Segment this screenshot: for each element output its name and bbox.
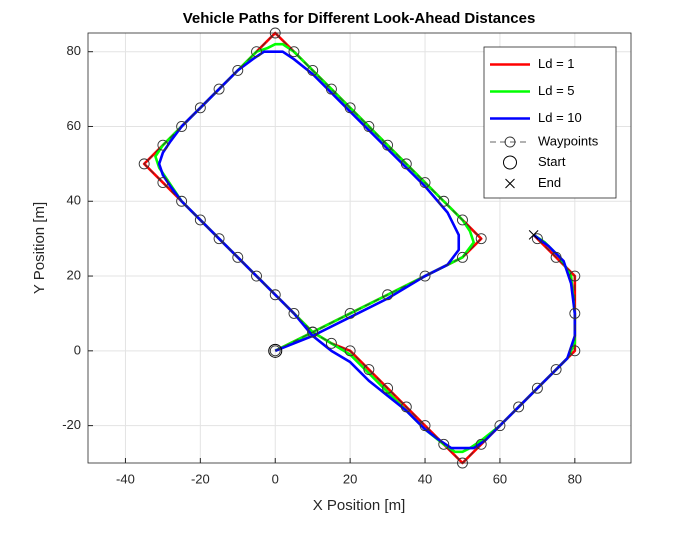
waypoint-marker xyxy=(382,382,394,394)
waypoint-marker xyxy=(325,83,337,95)
waypoint-marker xyxy=(232,251,244,263)
x-tick-label: 40 xyxy=(418,471,432,486)
waypoint-marker xyxy=(550,364,562,375)
x-tick-label: -40 xyxy=(116,471,135,486)
waypoint-marker xyxy=(475,438,487,450)
waypoint-marker xyxy=(400,401,412,413)
waypoint-marker xyxy=(363,121,375,132)
waypoint-marker xyxy=(288,307,300,319)
waypoint-marker xyxy=(307,64,319,76)
y-tick-label: 20 xyxy=(67,267,81,282)
waypoint-marker xyxy=(438,438,450,450)
waypoint-marker xyxy=(251,46,262,58)
waypoint-marker xyxy=(504,136,516,148)
y-tick-label: 80 xyxy=(67,43,81,58)
waypoint-marker xyxy=(457,214,468,226)
axes-box xyxy=(87,32,632,464)
legend-label: Ld = 10 xyxy=(538,110,582,125)
x-tick-label: -20 xyxy=(191,471,210,486)
waypoint-marker xyxy=(438,195,450,207)
waypoint-marker xyxy=(269,289,281,301)
waypoint-marker xyxy=(569,345,581,357)
waypoint-marker xyxy=(419,270,431,282)
y-tick-label: 0 xyxy=(74,342,81,357)
x-tick-label: 80 xyxy=(568,471,582,486)
waypoint-marker xyxy=(157,139,169,151)
start-marker xyxy=(268,343,283,358)
waypoint-marker xyxy=(213,83,225,95)
plot xyxy=(138,27,581,469)
legend-label: Start xyxy=(538,154,566,169)
x-tick-label: 60 xyxy=(493,471,507,486)
waypoint-marker xyxy=(531,233,543,245)
x-axis-label: X Position [m] xyxy=(313,497,406,514)
start-marker xyxy=(503,155,517,170)
legend: Ld = 1 Ld = 5 Ld = 10 Waypoints Start End xyxy=(483,46,617,199)
waypoint-marker xyxy=(213,233,225,245)
waypoint-marker xyxy=(494,420,506,432)
ticks: -40 -20 0 20 40 60 80 -20 0 20 40 60 80 xyxy=(62,43,582,486)
waypoint-marker xyxy=(232,64,244,76)
waypoint-marker xyxy=(382,139,394,151)
waypoint-marker xyxy=(569,307,581,319)
legend-label: Ld = 1 xyxy=(538,56,575,71)
waypoint-marker xyxy=(457,251,468,263)
legend-label: Ld = 5 xyxy=(538,83,575,98)
waypoint-marker xyxy=(382,289,394,301)
legend-label: End xyxy=(538,175,561,190)
waypoint-marker xyxy=(475,233,487,245)
chart-title: Vehicle Paths for Different Look-Ahead D… xyxy=(183,10,536,27)
waypoint-marker xyxy=(251,270,262,282)
waypoint-marker xyxy=(194,214,206,226)
waypoint-marker xyxy=(176,121,188,132)
waypoint-marker xyxy=(157,177,169,189)
waypoint-marker xyxy=(531,382,543,394)
y-tick-label: -20 xyxy=(62,417,81,432)
waypoint-marker xyxy=(344,102,356,114)
waypoint-marker xyxy=(194,102,206,114)
series-line xyxy=(143,32,576,464)
end-marker xyxy=(505,178,515,189)
waypoint-marker xyxy=(344,307,356,319)
waypoint-marker xyxy=(550,251,562,263)
waypoint-marker xyxy=(419,177,431,189)
waypoint-marker xyxy=(569,270,581,282)
y-axis-label: Y Position [m] xyxy=(31,202,48,294)
y-tick-label: 60 xyxy=(67,118,81,133)
waypoint-marker xyxy=(363,364,375,375)
waypoint-marker xyxy=(325,337,337,349)
y-tick-label: 40 xyxy=(67,193,81,208)
legend-box xyxy=(483,46,617,199)
waypoint-marker xyxy=(176,195,188,207)
waypoint-marker xyxy=(513,401,525,413)
x-tick-label: 20 xyxy=(343,471,357,486)
x-tick-label: 0 xyxy=(272,471,279,486)
waypoint-marker xyxy=(419,420,431,432)
end-marker xyxy=(528,230,539,240)
waypoint-marker xyxy=(307,326,319,338)
waypoint-marker xyxy=(269,345,281,357)
waypoint-marker xyxy=(288,46,300,58)
waypoint-marker xyxy=(344,345,356,357)
waypoint-marker xyxy=(138,158,150,170)
legend-label: Waypoints xyxy=(538,133,599,148)
series-line xyxy=(157,50,577,450)
waypoint-marker xyxy=(400,158,412,170)
